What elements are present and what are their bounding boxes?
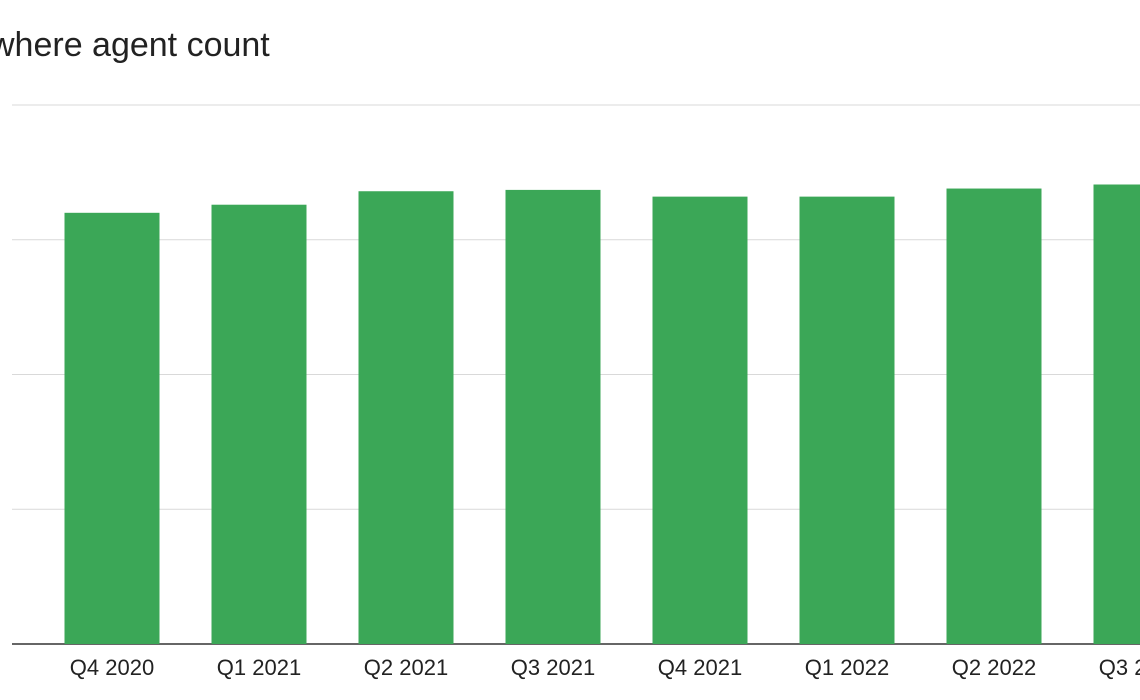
x-tick-label: Q2 2021 xyxy=(364,655,448,680)
chart-title: where agent count xyxy=(0,26,270,64)
x-tick-label: Q4 2020 xyxy=(70,655,154,680)
bar xyxy=(799,196,895,644)
bar xyxy=(946,188,1042,645)
x-tick-label: Q3 2022 xyxy=(1099,655,1140,680)
x-tick-label: Q2 2022 xyxy=(952,655,1036,680)
x-tick-label: Q1 2022 xyxy=(805,655,889,680)
bar xyxy=(211,204,307,644)
bar xyxy=(505,189,601,644)
bar xyxy=(64,212,160,645)
bar xyxy=(652,196,748,644)
bar xyxy=(358,191,454,645)
bar xyxy=(1093,184,1140,644)
x-tick-label: Q3 2021 xyxy=(511,655,595,680)
x-tick-label: Q4 2021 xyxy=(658,655,742,680)
x-tick-label: Q1 2021 xyxy=(217,655,301,680)
